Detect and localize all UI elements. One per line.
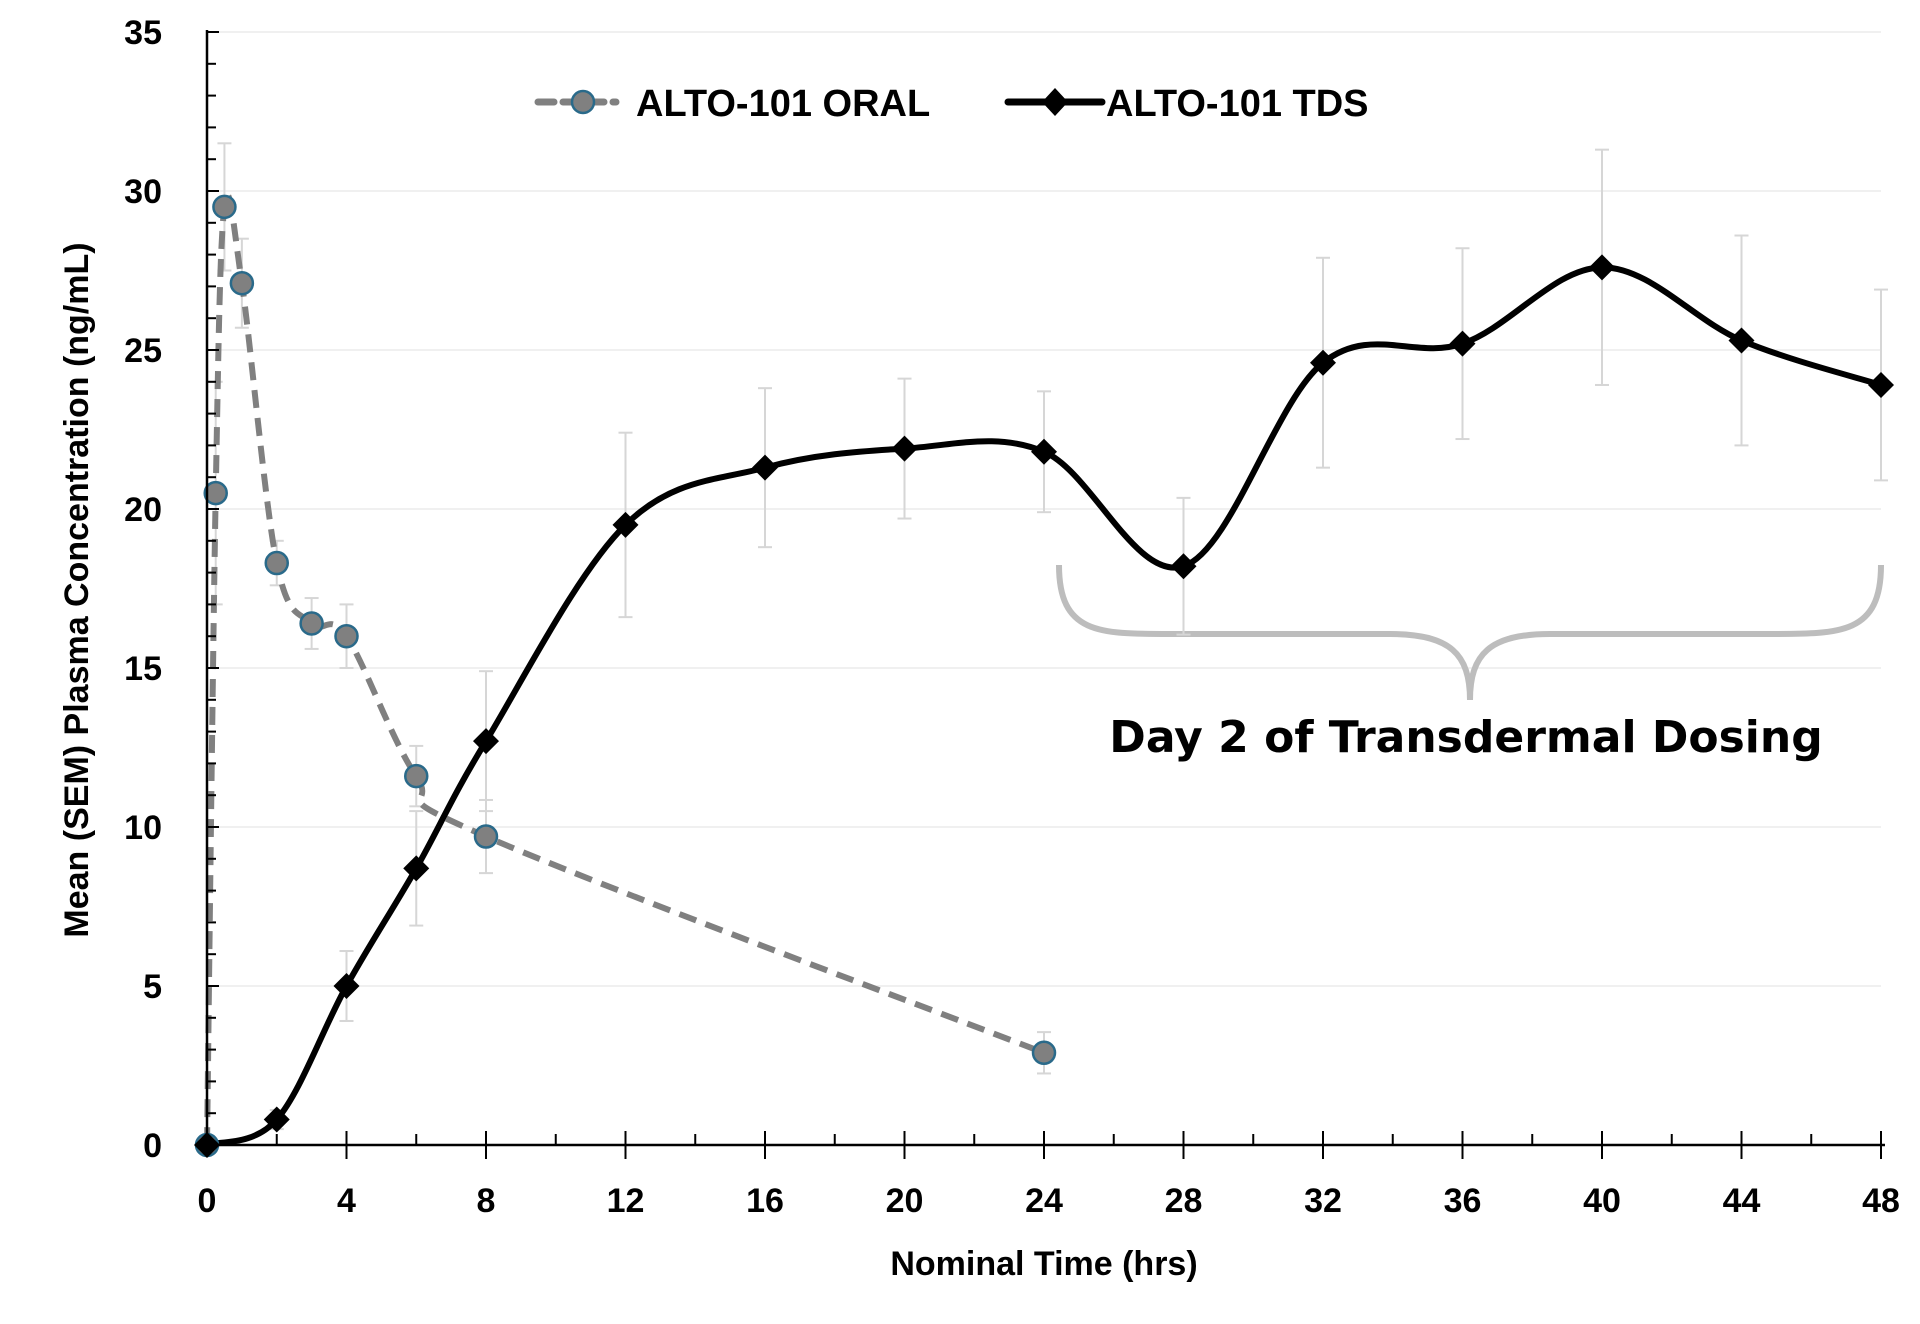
x-tick-label: 8 (477, 1182, 496, 1220)
tds-point (612, 511, 639, 538)
y-axis-title: Mean (SEM) Plasma Concentration (ng/mL) (58, 242, 96, 937)
x-tick-label: 16 (746, 1182, 784, 1220)
tds-point (752, 454, 778, 481)
tds-point (1031, 438, 1057, 465)
tds-point (473, 728, 499, 755)
oral-point (1031, 1040, 1057, 1066)
oral-point (334, 623, 359, 649)
oral-point (212, 194, 237, 220)
legend-label-tds: ALTO-101 TDS (1106, 83, 1369, 125)
y-tick-label: 10 (124, 809, 162, 847)
annotation-day2: Day 2 of Transdermal Dosing (1109, 712, 1822, 763)
tds-point (1170, 553, 1197, 580)
oral-point (299, 611, 324, 636)
data-markers (194, 194, 1894, 1158)
oral-point (473, 824, 499, 849)
tds-line (205, 264, 1882, 1148)
tds-point (1310, 349, 1336, 376)
legend-item-oral[interactable]: ALTO-101 ORAL (534, 83, 930, 125)
y-tick-label: 25 (124, 332, 162, 370)
y-tick-label: 0 (143, 1127, 162, 1165)
y-tick-label: 20 (124, 491, 162, 529)
tds-point (403, 855, 430, 882)
y-tick-label: 35 (124, 14, 162, 52)
tds-point (1868, 371, 1894, 398)
circle-marker-icon (570, 89, 596, 115)
tds-point (891, 435, 918, 462)
oral-point (229, 270, 255, 296)
tds-point (263, 1106, 290, 1133)
oral-point (203, 480, 228, 506)
x-tick-label: 4 (337, 1182, 356, 1220)
x-tick-label: 48 (1862, 1182, 1900, 1220)
x-tick-label: 44 (1723, 1182, 1761, 1220)
oral-point (404, 763, 429, 789)
x-tick-label: 0 (198, 1182, 217, 1220)
legend-label-oral: ALTO-101 ORAL (636, 83, 930, 125)
x-tick-label: 24 (1025, 1182, 1063, 1220)
y-tick-label: 15 (124, 650, 162, 688)
tds-point (333, 973, 360, 999)
y-tick-label: 30 (124, 173, 162, 211)
axes (197, 30, 1885, 1159)
y-tick-label: 5 (143, 968, 162, 1006)
diamond-marker-icon (1042, 88, 1068, 116)
x-tick-label: 40 (1583, 1182, 1621, 1220)
oral-line (204, 192, 1046, 1146)
x-tick-label: 32 (1304, 1182, 1342, 1220)
series-lines (204, 192, 1882, 1148)
tds-point (1589, 254, 1615, 281)
x-axis-title: Nominal Time (hrs) (890, 1245, 1197, 1283)
day2-brace (1056, 564, 1884, 701)
tds-point (1728, 327, 1755, 354)
x-tick-label: 12 (607, 1182, 645, 1220)
x-tick-label: 28 (1165, 1182, 1203, 1220)
legend-item-tds[interactable]: ALTO-101 TDS (1004, 83, 1369, 125)
x-tick-label: 36 (1444, 1182, 1482, 1220)
x-tick-label: 20 (886, 1182, 924, 1220)
legend: ALTO-101 ORAL ALTO-101 TDS (534, 83, 1369, 125)
oral-point (264, 550, 289, 576)
brace-path (1056, 564, 1884, 701)
tds-point (1449, 330, 1476, 357)
